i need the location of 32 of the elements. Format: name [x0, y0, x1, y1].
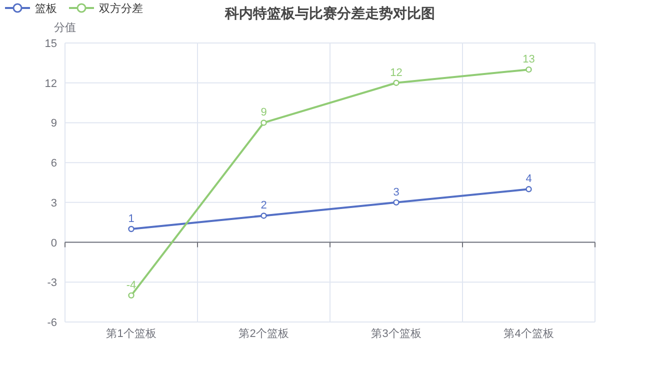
- y-tick-label: 0: [50, 237, 57, 250]
- point: [260, 212, 267, 219]
- point: [526, 186, 532, 192]
- point: [526, 66, 532, 73]
- y-tick-label: -6: [47, 317, 57, 329]
- y-tick-label: 3: [50, 197, 57, 210]
- y-tick-label: 9: [50, 118, 57, 130]
- chart-title: 科内特篮板与比赛分差走势对比图: [224, 5, 435, 21]
- data-label: 2: [260, 200, 267, 212]
- point: [128, 292, 134, 299]
- data-label: 13: [522, 54, 535, 66]
- data-label: 4: [526, 173, 532, 186]
- x-tick-label: 第3个篮板: [371, 328, 422, 340]
- x-tick-label: 第1个篮板: [106, 328, 156, 340]
- y-tick-label: 15: [44, 38, 57, 50]
- data-label: -4: [126, 279, 136, 292]
- legend-label: 双方分差: [99, 2, 143, 15]
- data-label: 3: [393, 186, 400, 198]
- x-tick-label: 第2个篮板: [238, 328, 289, 340]
- data-label: 9: [260, 106, 267, 119]
- legend-label: 篮板: [35, 3, 57, 15]
- point: [393, 199, 400, 206]
- data-label: 12: [390, 66, 402, 79]
- point: [260, 120, 267, 126]
- data-label: 1: [128, 213, 134, 225]
- y-tick-label: 6: [50, 158, 57, 170]
- y-tick-label: -3: [47, 277, 57, 290]
- y-axis-title: 分值: [54, 22, 76, 34]
- y-tick-label: 12: [44, 78, 57, 90]
- point: [128, 226, 134, 232]
- point: [393, 80, 400, 86]
- x-tick-label: 第4个篮板: [504, 328, 554, 340]
